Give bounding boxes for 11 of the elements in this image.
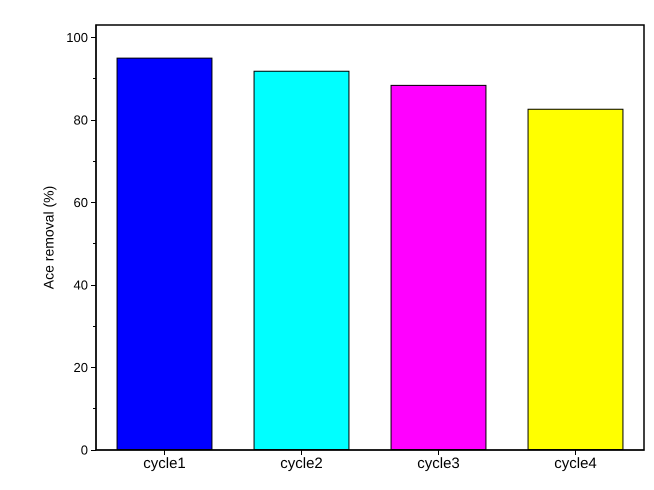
x-tick-label: cycle2 [280,455,323,472]
y-tick-label: 80 [74,112,88,128]
x-tick-label: cycle3 [417,455,460,472]
y-tick-label: 20 [74,360,88,375]
x-tick-label: cycle1 [143,455,186,472]
y-tick-label: 0 [80,442,88,458]
x-tick-label: cycle4 [554,455,597,472]
y-tick-label: 100 [66,30,88,45]
y-axis-title: Ace removal (%) [40,186,56,290]
y-tick-label: 40 [74,277,88,292]
y-tick-label: 60 [74,194,88,210]
